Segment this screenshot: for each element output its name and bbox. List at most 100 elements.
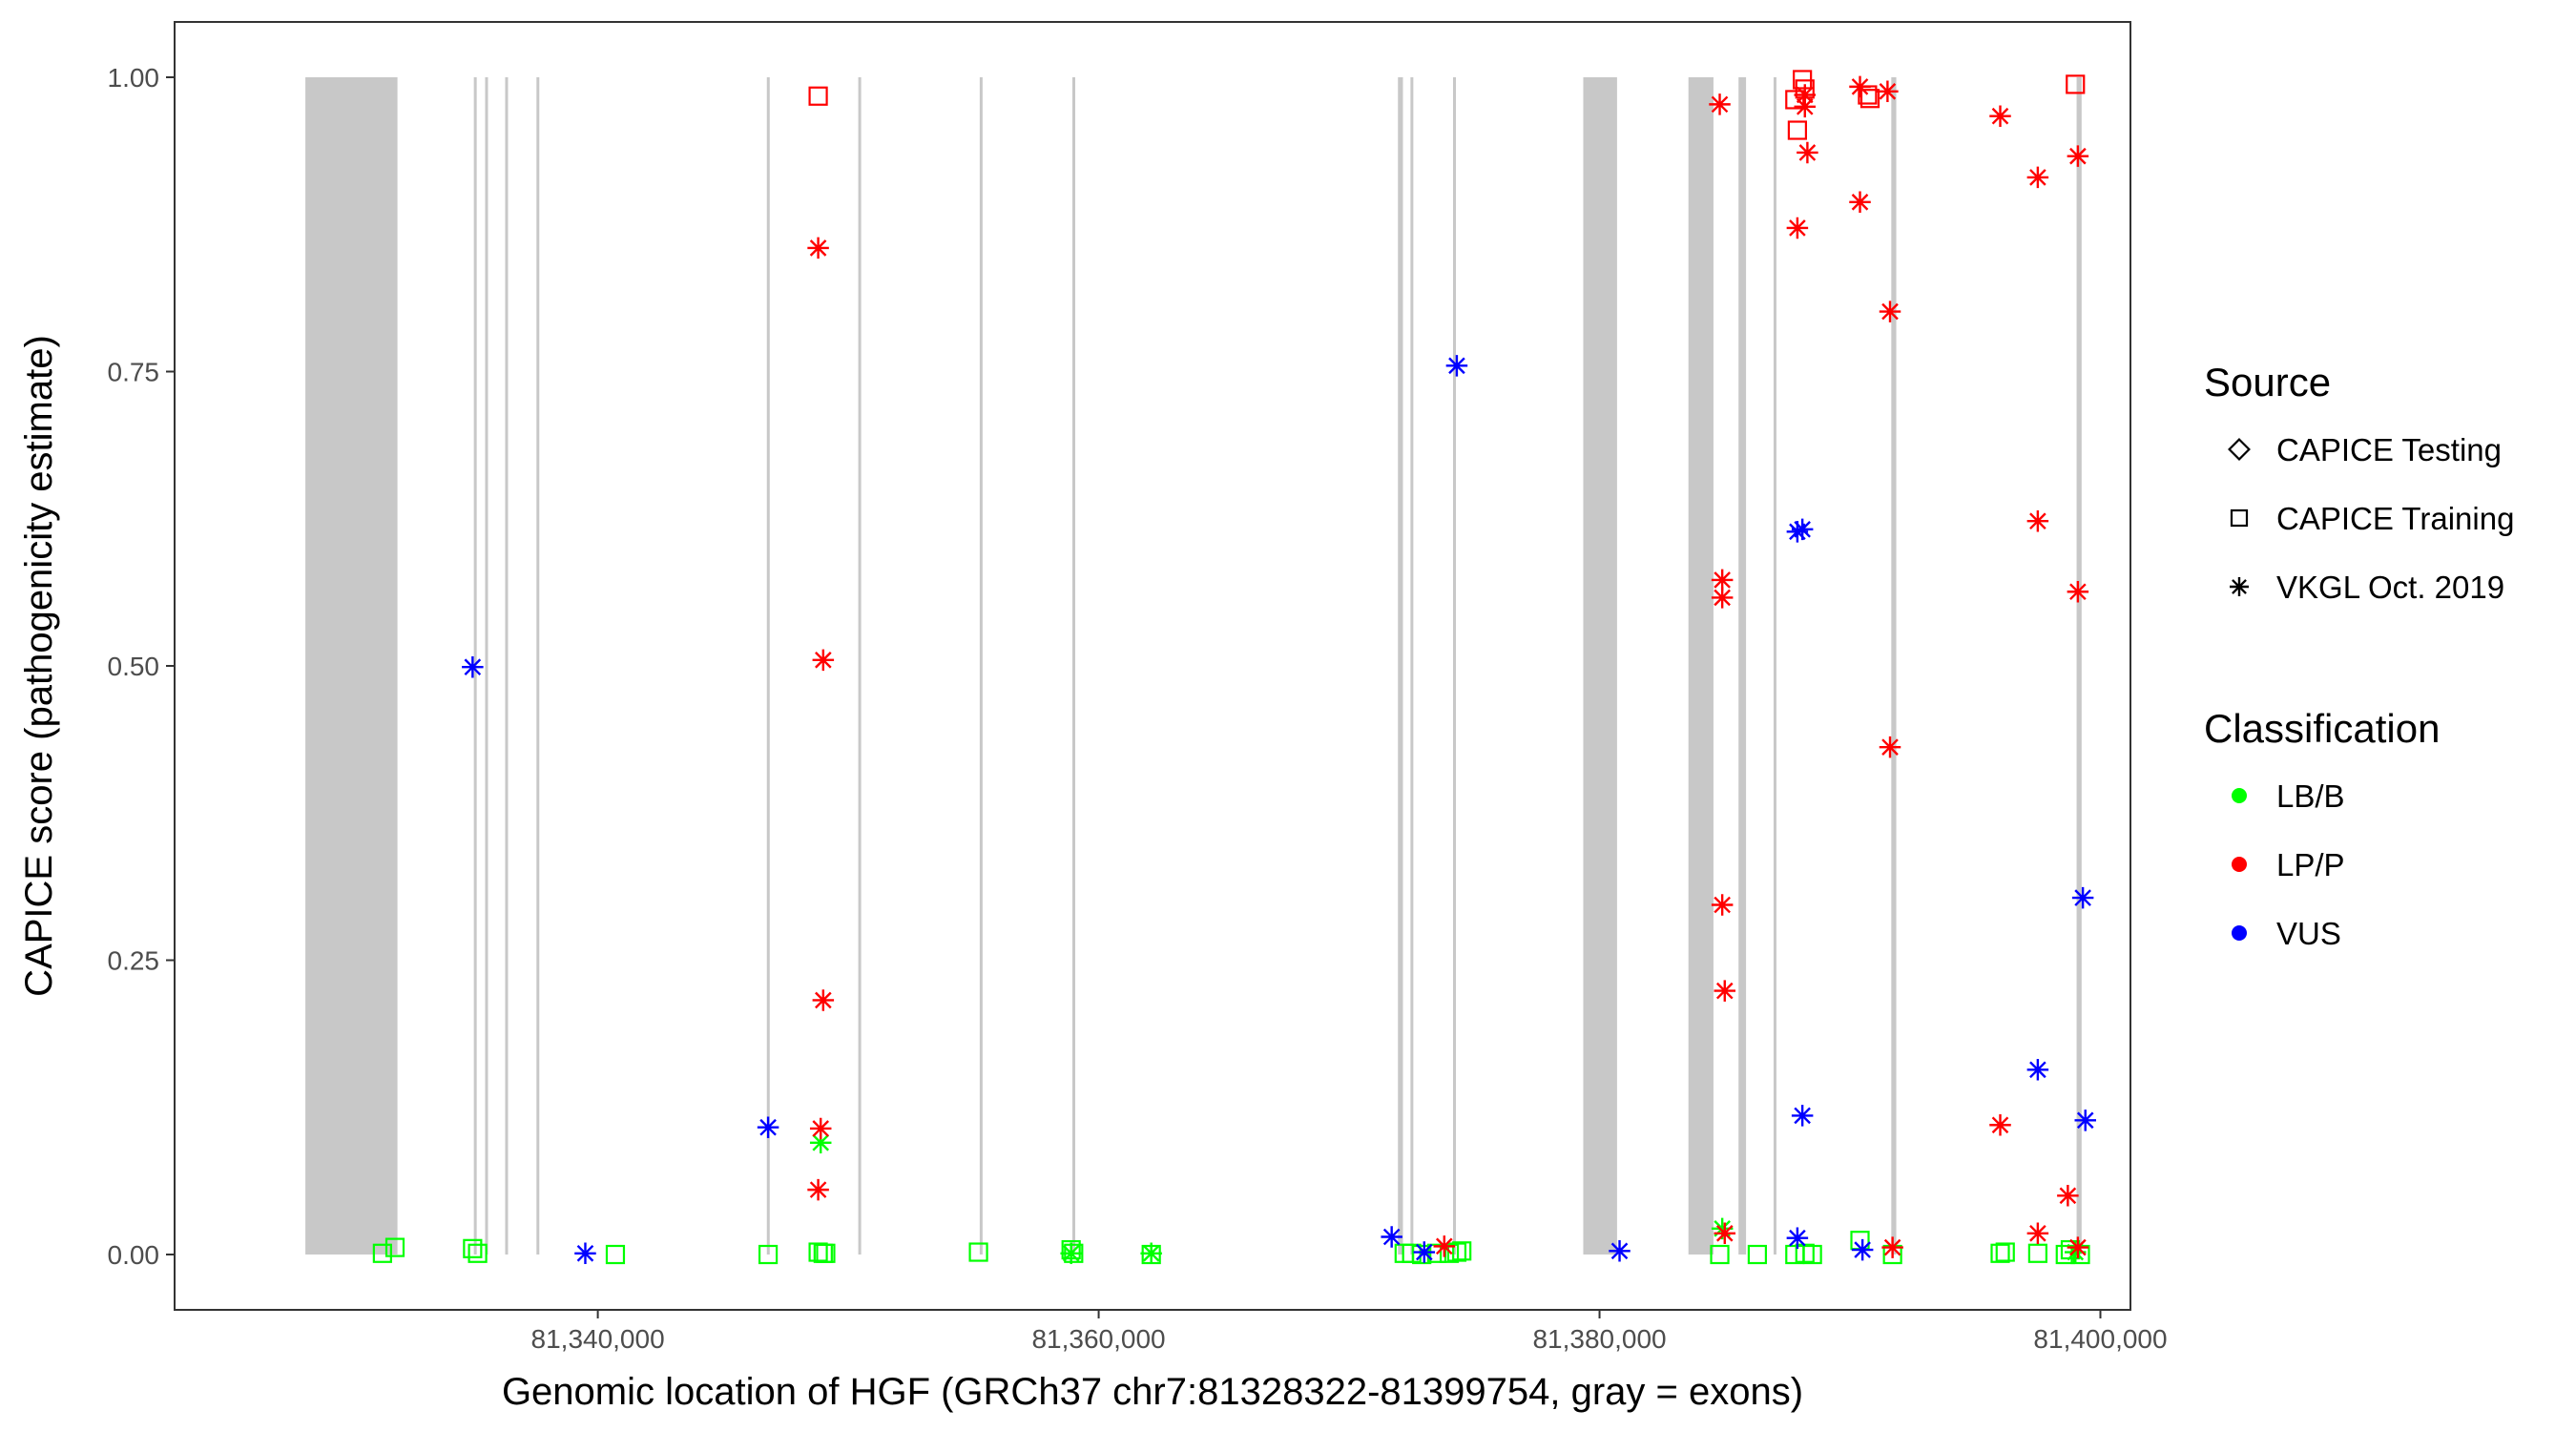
data-point [462,655,484,678]
exon-band [1398,76,1403,1255]
data-point [1849,75,1871,98]
exon-band [766,76,770,1255]
data-point [2026,1222,2049,1245]
legend-key-dot [2232,925,2247,941]
data-point [2026,166,2049,189]
data-point [757,1116,779,1138]
series-lbb-square [372,1231,2090,1265]
data-point [1787,120,1807,140]
data-point [2067,581,2089,603]
x-axis-title: Genomic location of HGF (GRCh37 chr7:813… [502,1371,1803,1413]
data-point [2026,1059,2049,1081]
data-point [758,1244,779,1265]
data-point [2067,1236,2089,1258]
data-point [816,1243,836,1263]
x-tick-label: 81,400,000 [2033,1324,2167,1354]
data-point [1791,518,1814,541]
data-point [1609,1240,1631,1262]
y-tick-label: 0.75 [108,357,160,386]
data-point [1802,1244,1822,1265]
legend-entry-classification: LP/P [2276,847,2345,882]
legend-title-classification: Classification [2204,706,2440,751]
legend-entry-source: CAPICE Training [2276,501,2514,536]
legend-entry-classification: VUS [2276,916,2341,951]
data-point [1060,1242,1082,1265]
legend-key-dot [2232,857,2247,872]
legend-title-source: Source [2204,360,2331,404]
data-point [812,649,835,672]
legend-entry-classification: LB/B [2276,778,2345,814]
data-point [2065,1241,2087,1263]
x-axis: 81,340,000 81,360,000 81,380,000 81,400,000 [531,1310,2168,1354]
exon-band [1773,76,1776,1255]
legend: Source CAPICE Testing CAPICE Training VKGL … [2204,360,2514,951]
data-point [809,1117,832,1140]
data-point [1710,1244,1730,1265]
data-point [1989,1114,2011,1136]
data-point [1785,90,1805,110]
exon-band [536,76,540,1255]
data-point [1785,1244,1805,1265]
panel-border [174,21,2131,1311]
data-point [1881,1236,1903,1258]
data-point [1446,1242,1467,1262]
legend-key-asterisk [2230,577,2249,596]
data-point [1433,1235,1456,1257]
exon-band [1891,76,1897,1255]
data-point [2074,1110,2096,1131]
data-point [968,1242,988,1262]
data-point [1786,521,1809,543]
data-point [1402,1243,1422,1263]
data-point [2067,145,2089,167]
exon-band [979,76,983,1255]
data-point [812,989,835,1011]
legend-entry-source: VKGL Oct. 2019 [2276,570,2504,605]
data-point [808,1242,828,1262]
x-tick-label: 81,380,000 [1532,1324,1666,1354]
y-axis-title: CAPICE score (pathogenicity estimate) [18,335,60,997]
exon-band [2076,76,2082,1255]
data-point [463,1238,483,1258]
data-point [2057,1185,2079,1207]
y-tick-label: 0.00 [108,1240,160,1270]
exon-band [1738,76,1747,1255]
data-point [1794,95,1817,118]
data-point [807,1178,829,1201]
data-point [372,1243,392,1263]
exon-band [1688,76,1714,1255]
data-point [1786,217,1809,239]
exon-band [1452,76,1456,1255]
x-tick-label: 81,360,000 [1031,1324,1165,1354]
data-point [467,1243,488,1263]
legend-key-square [2230,508,2249,528]
data-point [1711,894,1734,916]
legend-key-dot [2232,788,2247,803]
y-tick-label: 0.50 [108,652,160,681]
data-point [1439,1243,1460,1263]
exon-band [1410,76,1414,1255]
series-lpp-asterisk [807,75,2089,1258]
exon-layer [305,76,2082,1255]
data-point [1413,1241,1436,1263]
legend-entry-source: CAPICE Testing [2276,432,2502,467]
x-tick-label: 81,340,000 [531,1324,665,1354]
data-point [2066,74,2086,94]
data-point [1879,736,1901,758]
data-point [1747,1244,1767,1265]
point-layer [372,70,2096,1265]
data-point [1711,569,1734,591]
data-point [384,1237,405,1257]
data-point [1877,80,1899,103]
data-point [1795,1243,1815,1263]
exon-band [1072,76,1076,1255]
data-point [1859,89,1880,109]
data-point [1989,105,2011,127]
data-point [1412,1244,1432,1265]
data-point [1709,93,1731,115]
data-point [1990,1243,2010,1263]
data-point [809,1131,832,1154]
data-point [1140,1242,1162,1265]
data-point [1452,1241,1472,1261]
data-point [2071,886,2094,909]
